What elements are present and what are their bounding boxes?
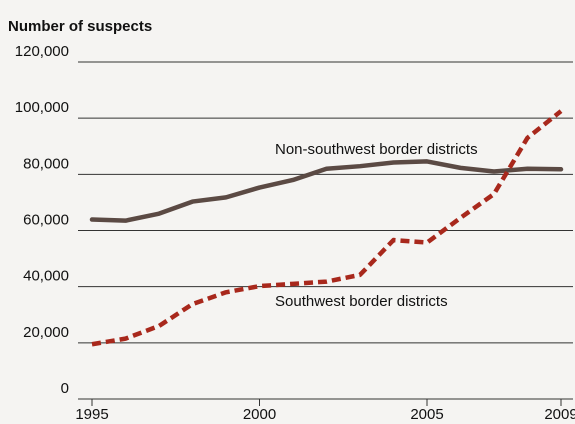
series-annotations: Non-southwest border districts Southwest …	[275, 141, 478, 310]
tick-labels: 0 20,000 40,000 60,000 80,000 100,000 120,000 1…	[15, 43, 575, 423]
series-annotation: Southwest border districts	[275, 293, 448, 310]
y-tick-label: 40,000	[23, 268, 69, 285]
y-tick-label: 60,000	[23, 212, 69, 229]
y-tick-label: 0	[61, 380, 69, 397]
y-tick-label: 100,000	[15, 99, 69, 116]
x-tick-label: 2000	[243, 406, 276, 423]
y-tick-label: 120,000	[15, 43, 69, 60]
x-tick-label: 2005	[410, 406, 443, 423]
southwest-series-line	[91, 109, 563, 347]
x-tick-label: 2009	[544, 406, 575, 423]
series-annotation: Non-southwest border districts	[275, 141, 478, 158]
series-lines	[89, 109, 564, 347]
gridlines	[78, 61, 573, 400]
chart-title: Number of suspects	[8, 18, 152, 35]
x-tick-label: 1995	[75, 406, 108, 423]
y-tick-label: 20,000	[23, 324, 69, 341]
y-tick-label: 80,000	[23, 155, 69, 172]
non-southwest-series-line	[89, 159, 564, 223]
